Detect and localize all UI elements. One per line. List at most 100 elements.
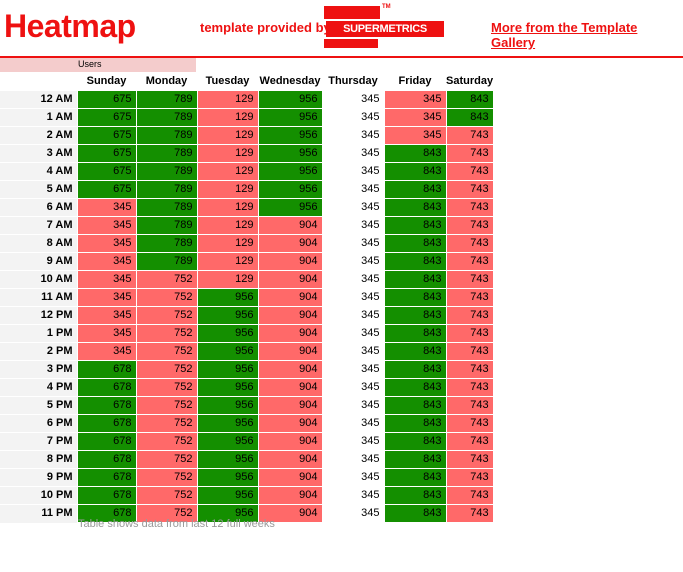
heatmap-cell: 843	[383, 450, 447, 469]
heatmap-cell: 675	[76, 90, 137, 109]
heatmap-cell: 129	[196, 180, 259, 199]
heatmap-cell: 345	[321, 342, 385, 361]
heatmap-cell: 956	[196, 342, 259, 361]
heatmap-cell: 752	[135, 432, 198, 451]
header: Heatmap template provided by: TM SUPERME…	[0, 0, 683, 56]
heatmap-cell: 904	[257, 234, 323, 253]
heatmap-cell: 904	[257, 360, 323, 379]
provided-by-label: template provided by:	[200, 20, 336, 35]
row-label: 5 AM	[0, 180, 77, 199]
heatmap-cell: 789	[135, 144, 198, 163]
logo-trademark: TM	[382, 4, 391, 10]
heatmap-row: 12 PM 345 752 956 904 345 843 743	[0, 306, 494, 325]
logo-text: SUPERMETRICS	[326, 21, 444, 37]
heatmap-table: Sunday Monday Tuesday Wednesday Thursday Frid…	[0, 73, 494, 523]
heatmap-cell: 789	[135, 162, 198, 181]
heatmap-cell: 743	[445, 324, 494, 343]
heatmap-row: 5 PM 678 752 956 904 345 843 743	[0, 396, 494, 415]
heatmap-row: 10 PM 678 752 956 904 345 843 743	[0, 486, 494, 505]
heatmap-cell: 743	[445, 378, 494, 397]
heatmap-row: 6 AM 345 789 129 956 345 843 743	[0, 198, 494, 217]
heatmap-cell: 345	[383, 108, 447, 127]
heatmap-cell: 956	[196, 414, 259, 433]
logo-bar-bottom	[324, 39, 378, 48]
heatmap-cell: 743	[445, 414, 494, 433]
heatmap-row: 8 AM 345 789 129 904 345 843 743	[0, 234, 494, 253]
heatmap-cell: 904	[257, 216, 323, 235]
row-label: 9 AM	[0, 252, 77, 271]
heatmap-cell: 956	[196, 306, 259, 325]
heatmap-cell: 129	[196, 90, 259, 109]
heatmap-cell: 743	[445, 144, 494, 163]
heatmap-cell: 345	[321, 162, 385, 181]
column-header: Tuesday	[205, 75, 250, 87]
heatmap-cell: 345	[321, 468, 385, 487]
heatmap-cell: 345	[76, 198, 137, 217]
heatmap-cell: 345	[321, 180, 385, 199]
heatmap-cell: 904	[257, 504, 323, 523]
heatmap-row: 1 AM 675 789 129 956 345 345 843	[0, 108, 494, 127]
heatmap-cell: 843	[383, 378, 447, 397]
heatmap-cell: 743	[445, 342, 494, 361]
heatmap-cell: 904	[257, 306, 323, 325]
heatmap-cell: 743	[445, 306, 494, 325]
heatmap-cell: 752	[135, 414, 198, 433]
heatmap-cell: 843	[383, 342, 447, 361]
row-label: 2 AM	[0, 126, 77, 145]
heatmap-cell: 752	[135, 270, 198, 289]
heatmap-cell: 789	[135, 198, 198, 217]
heatmap-cell: 789	[135, 252, 198, 271]
heatmap-cell: 752	[135, 324, 198, 343]
heatmap-cell: 129	[196, 252, 259, 271]
heatmap-row: 7 AM 345 789 129 904 345 843 743	[0, 216, 494, 235]
heatmap-row: 6 PM 678 752 956 904 345 843 743	[0, 414, 494, 433]
heatmap-cell: 345	[321, 108, 385, 127]
heatmap-cell: 345	[76, 252, 137, 271]
row-label: 9 PM	[0, 468, 77, 487]
heatmap-cell: 678	[76, 504, 137, 523]
heatmap-cell: 752	[135, 450, 198, 469]
heatmap-cell: 678	[76, 450, 137, 469]
page-title: Heatmap	[4, 8, 136, 44]
row-label: 8 PM	[0, 450, 77, 469]
heatmap-cell: 743	[445, 288, 494, 307]
column-header: Friday	[398, 75, 432, 87]
row-label: 3 PM	[0, 360, 77, 379]
heatmap-cell: 904	[257, 378, 323, 397]
heatmap-row: 8 PM 678 752 956 904 345 843 743	[0, 450, 494, 469]
heatmap-cell: 752	[135, 468, 198, 487]
heatmap-row: 4 PM 678 752 956 904 345 843 743	[0, 378, 494, 397]
heatmap-cell: 843	[383, 396, 447, 415]
heatmap-cell: 345	[321, 396, 385, 415]
column-header: Thursday	[328, 75, 378, 87]
row-label: 11 AM	[0, 288, 77, 307]
heatmap-cell: 345	[321, 378, 385, 397]
column-header: Sunday	[86, 75, 127, 87]
heatmap-cell: 345	[76, 234, 137, 253]
heatmap-cell: 843	[383, 270, 447, 289]
footnote: Table shows data from last 12 full weeks	[78, 518, 275, 530]
heatmap-cell: 789	[135, 126, 198, 145]
heatmap-row: 2 AM 675 789 129 956 345 345 743	[0, 126, 494, 145]
template-gallery-link[interactable]: More from the Template Gallery	[491, 20, 638, 50]
heatmap-cell: 843	[383, 144, 447, 163]
heatmap-cell: 345	[321, 360, 385, 379]
heatmap-cell: 678	[76, 468, 137, 487]
supermetrics-logo[interactable]: TM SUPERMETRICS	[324, 4, 446, 48]
heatmap-cell: 743	[445, 468, 494, 487]
heatmap-cell: 345	[321, 126, 385, 145]
heatmap-cell: 956	[257, 144, 323, 163]
heatmap-cell: 843	[383, 234, 447, 253]
heatmap-cell: 743	[445, 360, 494, 379]
heatmap-cell: 904	[257, 324, 323, 343]
heatmap-cell: 843	[383, 468, 447, 487]
heatmap-cell: 345	[321, 252, 385, 271]
heatmap-cell: 956	[196, 360, 259, 379]
heatmap-cell: 904	[257, 432, 323, 451]
heatmap-cell: 345	[321, 216, 385, 235]
heatmap-cell: 752	[135, 360, 198, 379]
heatmap-cell: 743	[445, 504, 494, 523]
row-label: 4 AM	[0, 162, 77, 181]
heatmap-cell: 789	[135, 216, 198, 235]
row-label: 6 AM	[0, 198, 77, 217]
